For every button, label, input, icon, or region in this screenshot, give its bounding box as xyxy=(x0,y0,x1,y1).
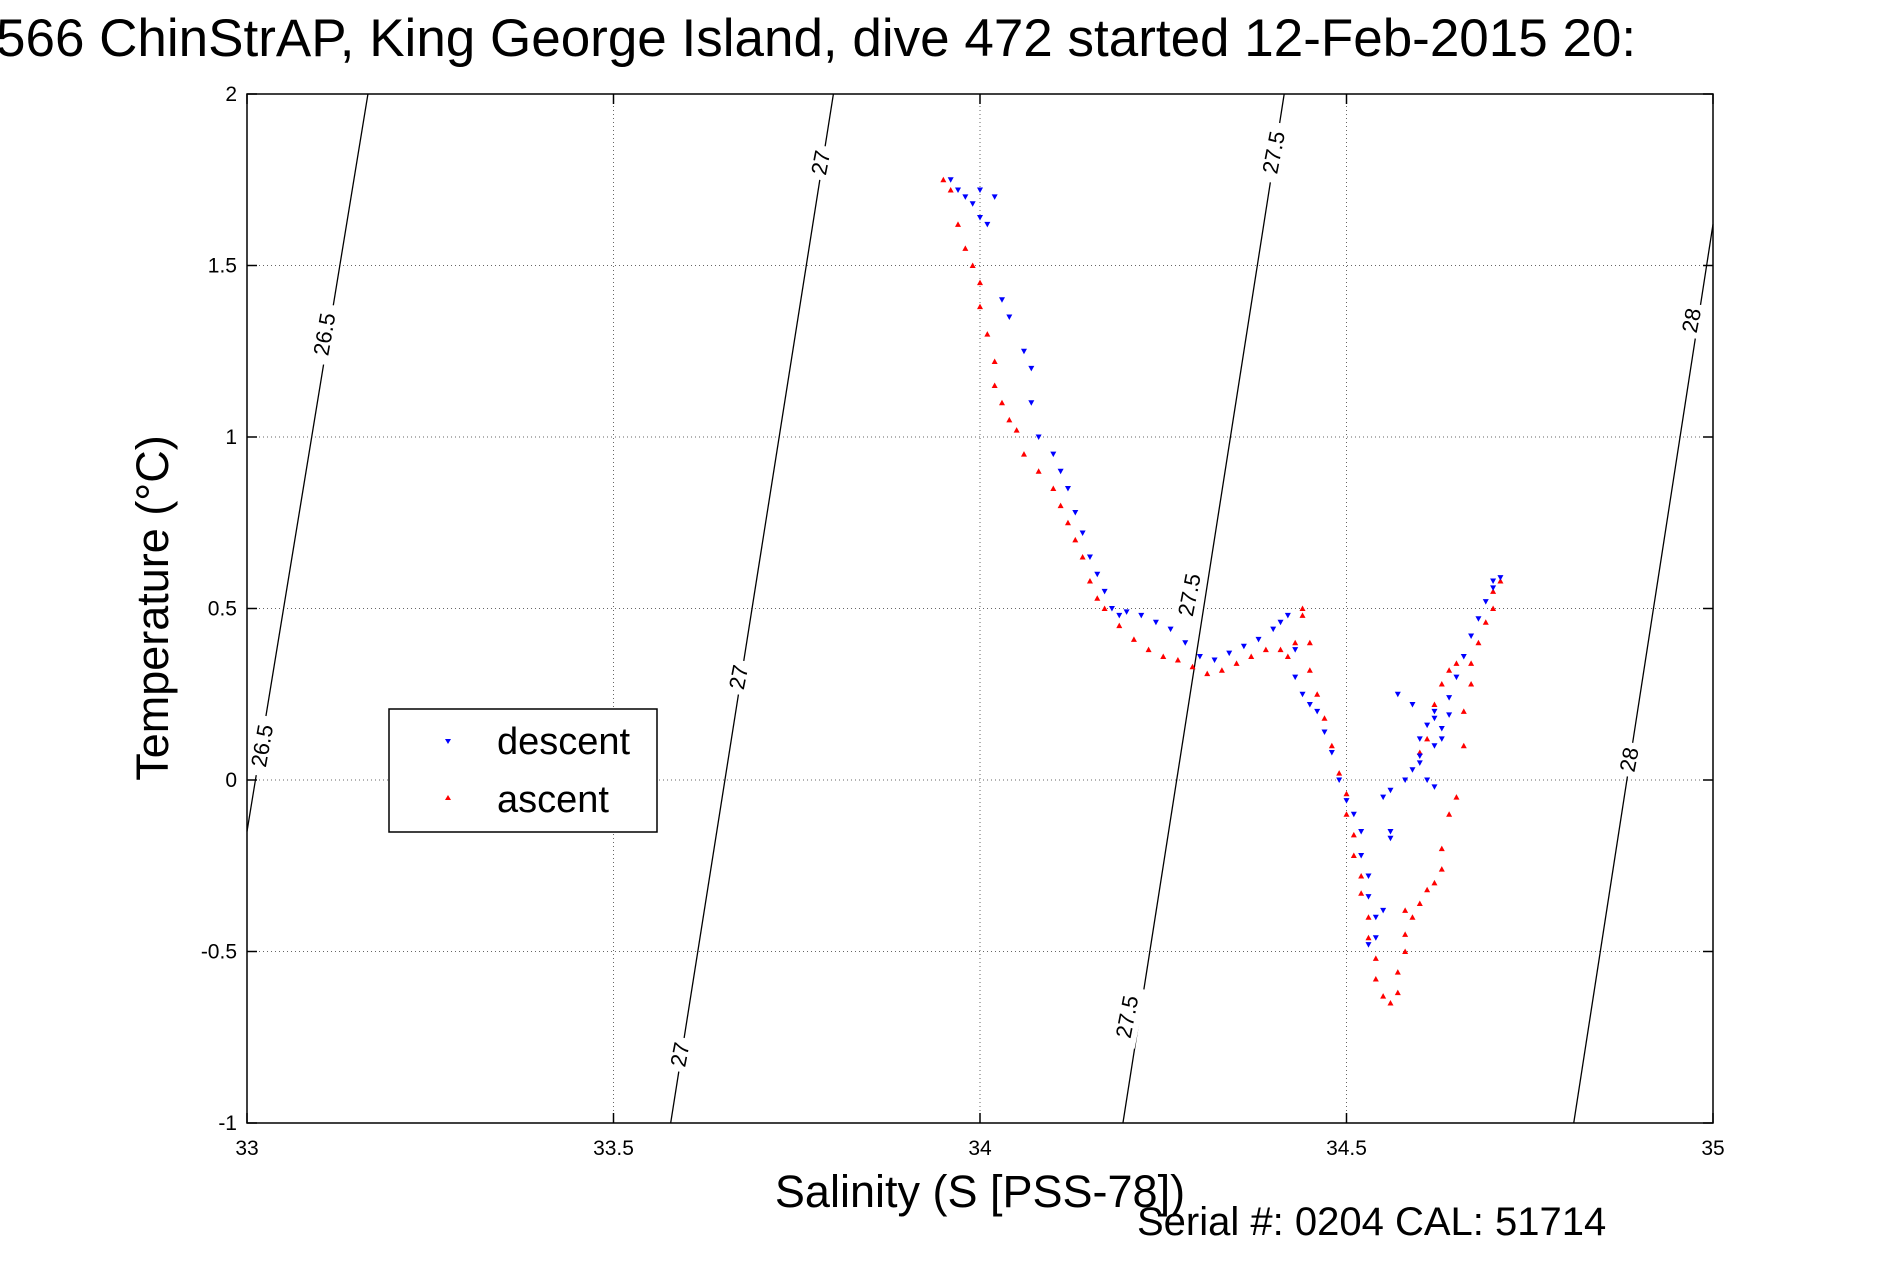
ts-diagram-plot: 26.526.527272727.527.527.52828 33 33.5 34 3… xyxy=(0,0,1891,1262)
y-tick-label: 1.5 xyxy=(208,255,237,278)
legend-descent-label: descent xyxy=(497,721,631,763)
contour-label: 27 xyxy=(724,663,753,692)
y-tick-label: 0.5 xyxy=(208,598,237,621)
contour-label: 27 xyxy=(665,1040,694,1069)
x-tick-label: 34 xyxy=(968,1137,992,1160)
contour-label: 27 xyxy=(806,148,835,177)
y-tick-label: -1 xyxy=(218,1112,237,1135)
y-axis-label: Temperature (°C) xyxy=(127,435,178,781)
serial-cal-footer: Serial #: 0204 CAL: 51714 xyxy=(1137,1200,1606,1245)
legend: descent ascent xyxy=(389,709,657,832)
x-axis-label: Salinity (S [PSS-78]) xyxy=(775,1166,1185,1217)
contour-label: 28 xyxy=(1677,306,1706,335)
legend-ascent-label: ascent xyxy=(497,779,609,821)
y-tick-label: -0.5 xyxy=(201,941,237,964)
y-tick-label: 0 xyxy=(225,769,237,792)
contour-label: 28 xyxy=(1615,745,1644,774)
x-tick-label: 33.5 xyxy=(593,1137,634,1160)
x-tick-label: 34.5 xyxy=(1326,1137,1367,1160)
y-tick-label: 2 xyxy=(225,83,237,106)
y-tick-label: 1 xyxy=(225,426,237,449)
x-tick-label: 35 xyxy=(1701,1137,1724,1160)
x-tick-label: 33 xyxy=(235,1137,258,1160)
